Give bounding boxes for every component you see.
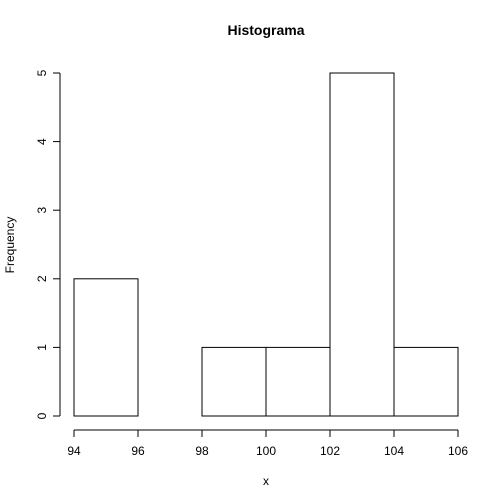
x-axis-label: x (263, 474, 269, 488)
y-tick-label: 3 (35, 207, 49, 214)
x-axis: 94 96 98 100 102 104 106 (67, 429, 468, 458)
histogram-bar (73, 278, 139, 417)
chart-title: Histograma (227, 22, 304, 38)
x-tick-label: 104 (384, 444, 404, 458)
histogram-bar (201, 346, 267, 417)
y-tick-label: 1 (35, 344, 49, 351)
histogram-bar (329, 72, 395, 417)
y-tick-label: 4 (35, 138, 49, 145)
x-tick-label: 106 (448, 444, 468, 458)
histogram-bar (265, 346, 331, 417)
y-axis: 0 1 2 3 4 5 (35, 69, 61, 419)
x-tick-label: 102 (320, 444, 340, 458)
x-tick-label: 98 (195, 444, 209, 458)
bars-group (73, 72, 459, 417)
x-tick-label: 94 (67, 444, 81, 458)
y-tick-label: 2 (35, 275, 49, 282)
y-tick-label: 5 (35, 69, 49, 76)
y-tick-label: 0 (35, 412, 49, 419)
histogram-bar (393, 346, 459, 417)
x-tick-label: 100 (256, 444, 276, 458)
x-tick-label: 96 (131, 444, 145, 458)
y-axis-label: Frequency (3, 217, 17, 274)
